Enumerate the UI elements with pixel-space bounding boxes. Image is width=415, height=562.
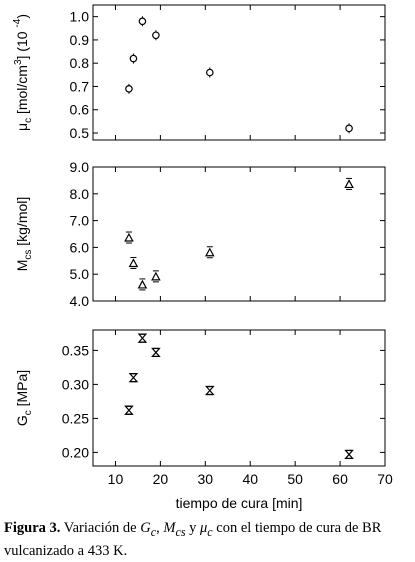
y-axis-label: Gc [MPa] (14, 370, 34, 426)
figure-caption: Figura 3. Variación de Gc, Mcs y μc con … (4, 519, 415, 561)
data-point (138, 17, 147, 26)
y-tick-label: 0.5 (70, 125, 90, 141)
data-point (128, 373, 139, 383)
data-point (124, 405, 134, 415)
plot-frame (92, 329, 386, 467)
data-point (345, 124, 353, 133)
y-tick-label: 8.0 (70, 186, 90, 202)
x-tick-label: 70 (377, 471, 393, 487)
y-tick-label: 9.0 (70, 159, 90, 175)
y-tick-label: 4.0 (70, 293, 90, 309)
y-tick-label: 0.8 (70, 55, 90, 71)
data-point (137, 279, 148, 289)
caption-text-c: y (185, 520, 201, 536)
x-tick-label: 10 (108, 471, 124, 487)
plot-frame (92, 166, 386, 302)
y-axis-label: μc [mol/cm3] (10 -4) (12, 14, 34, 131)
x-tick-label: 40 (242, 471, 258, 487)
y-tick-label: 5.0 (70, 266, 90, 282)
caption-g: G (140, 520, 151, 536)
y-tick-label: 0.20 (62, 444, 89, 460)
x-axis-label: tiempo de cura [min] (176, 495, 303, 511)
data-point (151, 347, 161, 358)
caption-mu-sub: c (207, 524, 213, 539)
caption-m: M (163, 520, 176, 536)
data-point (344, 449, 354, 460)
data-point (129, 54, 138, 63)
caption-m-sub: cs (175, 524, 186, 539)
caption-text-b: , (156, 520, 164, 536)
y-tick-label: 0.7 (70, 78, 90, 94)
data-point (204, 247, 215, 257)
data-point (204, 385, 215, 396)
panel-2: 4.0 5.0 6.0 7.0 8.0 9.0 Mcs [kg/mol] (14, 159, 386, 309)
y-tick-label: 6.0 (70, 239, 90, 255)
y-tick-label: 0.35 (62, 342, 89, 358)
caption-label: Figura 3. (4, 520, 61, 536)
x-tick-label: 50 (287, 471, 303, 487)
y-tick-label: 0.6 (70, 102, 90, 118)
data-point (344, 179, 354, 189)
x-tick-label: 20 (153, 471, 169, 487)
y-tick-label: 1.0 (70, 9, 90, 25)
y-axis-label: Mcs [kg/mol] (14, 197, 34, 272)
caption-g-sub: c (150, 524, 157, 539)
data-point (125, 84, 133, 93)
caption-text-a: Variación de (60, 520, 141, 536)
data-point (128, 258, 139, 268)
data-point (206, 68, 214, 77)
y-tick-label: 7.0 (70, 213, 90, 229)
data-point (151, 271, 161, 281)
x-tick-label: 30 (198, 471, 214, 487)
y-tick-label: 0.9 (70, 32, 90, 48)
panel-3: 0.20 0.25 0.30 0.35 Gc [MPa] (14, 329, 386, 467)
y-tick-label: 0.25 (62, 410, 89, 426)
caption-text-d: con el tiempo de cura de BR vulcanizado … (4, 520, 382, 559)
plot-frame (92, 4, 386, 141)
data-point (137, 333, 148, 343)
data-point (152, 31, 160, 40)
figure: 0.5 0.6 0.7 0.8 0.9 1.0 μc [mol/cm3] (10 -4) 4.… (12, 4, 393, 511)
x-tick-label: 60 (332, 471, 348, 487)
y-tick-label: 0.30 (62, 376, 89, 392)
data-point (124, 232, 134, 242)
panel-1: 0.5 0.6 0.7 0.8 0.9 1.0 μc [mol/cm3] (10 -4) (12, 4, 386, 141)
caption-mu: μ (200, 520, 208, 536)
